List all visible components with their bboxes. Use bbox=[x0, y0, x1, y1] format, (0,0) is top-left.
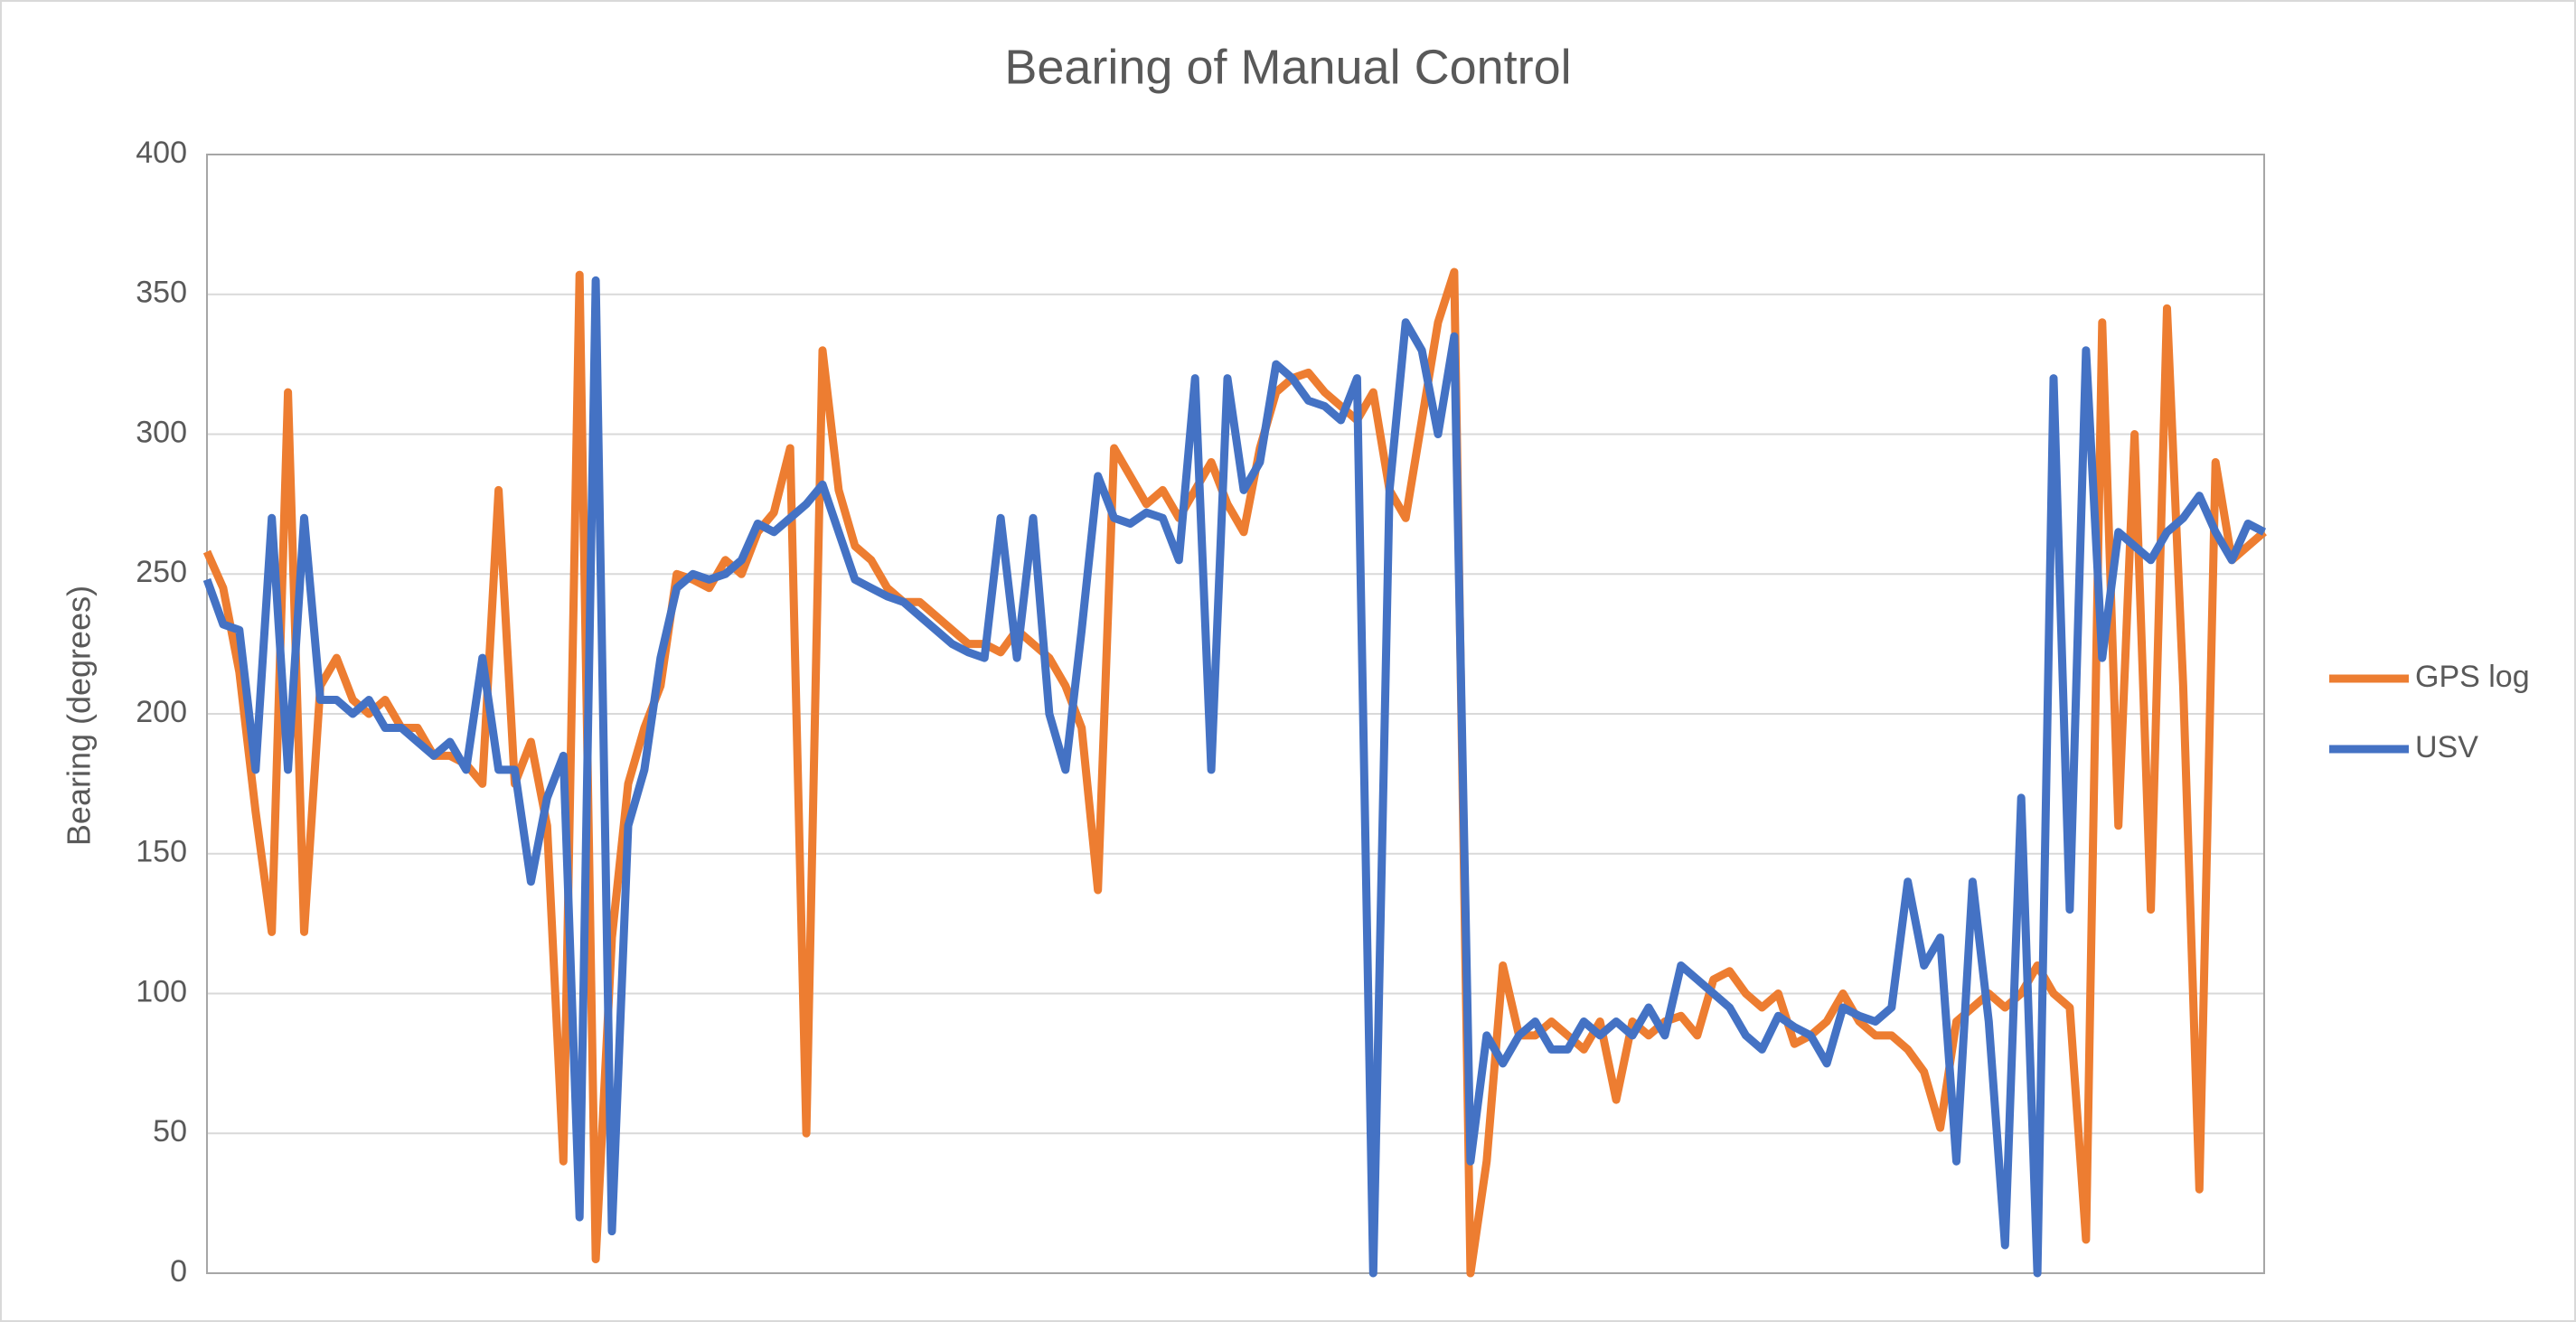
y-tick-label: 300 bbox=[136, 415, 187, 449]
line-series bbox=[202, 267, 2267, 1278]
line-series bbox=[202, 276, 2267, 1278]
y-tick-label: 250 bbox=[136, 555, 187, 589]
y-tick-label: 150 bbox=[136, 835, 187, 869]
legend-label: USV bbox=[2415, 730, 2478, 764]
y-tick-label: 400 bbox=[136, 136, 187, 170]
y-tick-label: 0 bbox=[170, 1254, 187, 1289]
plot-border bbox=[206, 154, 2265, 1274]
y-tick-label: 100 bbox=[136, 974, 187, 1008]
y-axis-title: Bearing (degrees) bbox=[61, 586, 98, 846]
chart-title: Bearing of Manual Control bbox=[1004, 40, 1571, 94]
y-tick-label: 50 bbox=[153, 1114, 187, 1149]
y-tick-label: 200 bbox=[136, 695, 187, 729]
legend-label: GPS log bbox=[2415, 660, 2530, 694]
y-tick-label: 350 bbox=[136, 276, 187, 310]
